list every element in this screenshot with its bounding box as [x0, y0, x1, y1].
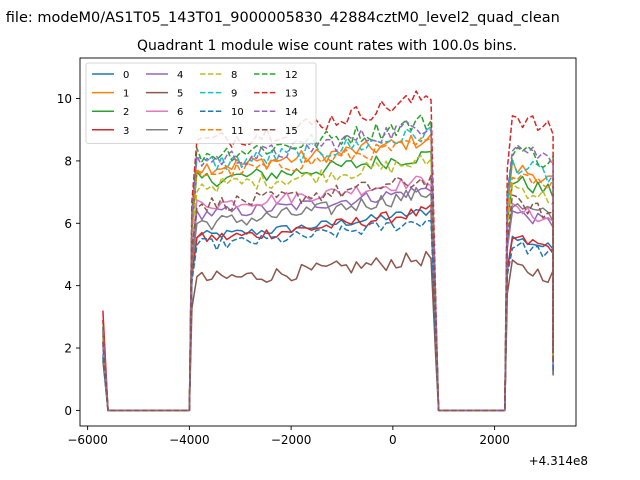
x-tick-label: 0	[389, 433, 397, 447]
legend-label-3: 3	[123, 126, 129, 137]
y-tick-label: 4	[64, 279, 72, 293]
legend-label-13: 13	[285, 89, 298, 100]
legend-label-2: 2	[123, 107, 129, 118]
legend-label-8: 8	[231, 70, 237, 81]
y-tick-label: 8	[64, 154, 72, 168]
series-line-14	[102, 120, 554, 412]
figure-suptitle: n file: modeM0/AS1T05_143T01_9000005830_…	[0, 10, 560, 26]
plot-area	[102, 90, 554, 412]
y-tick-label: 6	[64, 217, 72, 231]
legend-label-14: 14	[285, 107, 298, 118]
legend-label-6: 6	[177, 107, 183, 118]
chart-title: Quadrant 1 module wise count rates with …	[137, 38, 517, 54]
legend-label-1: 1	[123, 89, 129, 100]
series-line-13	[102, 90, 554, 412]
x-tick-label: −2000	[271, 433, 312, 447]
legend-label-9: 9	[231, 89, 237, 100]
legend-label-5: 5	[177, 89, 183, 100]
x-offset-label: +4.314e8	[529, 454, 588, 468]
series-line-15	[102, 174, 554, 412]
legend-label-11: 11	[231, 126, 244, 137]
x-tick-label: −6000	[67, 433, 108, 447]
y-tick-label: 2	[64, 342, 72, 356]
legend-label-0: 0	[123, 70, 129, 81]
legend-label-15: 15	[285, 126, 298, 137]
legend-label-7: 7	[177, 126, 183, 137]
x-tick-label: −4000	[169, 433, 210, 447]
series-line-11	[102, 137, 554, 412]
y-tick-label: 10	[57, 92, 72, 106]
legend-box	[85, 62, 317, 144]
legend-label-12: 12	[285, 70, 298, 81]
axes-frame	[79, 57, 577, 427]
legend-label-10: 10	[231, 107, 244, 118]
series-line-8	[102, 155, 554, 412]
y-tick-label: 0	[64, 404, 72, 418]
x-tick-label: 2000	[479, 433, 510, 447]
legend-label-4: 4	[177, 70, 183, 81]
